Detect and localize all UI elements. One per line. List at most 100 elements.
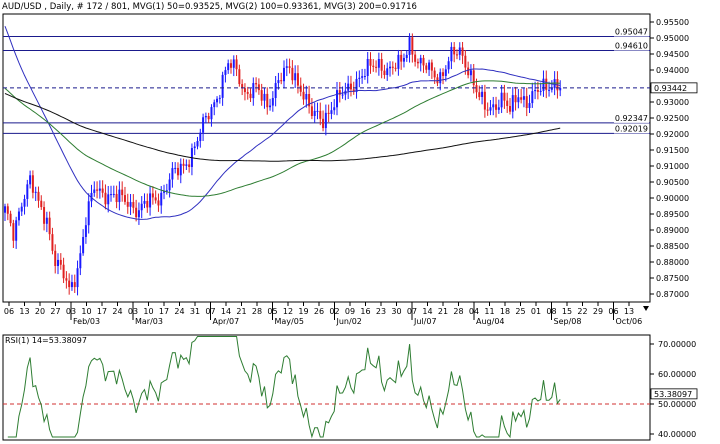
candle-body — [129, 202, 132, 207]
candle-body — [492, 104, 495, 108]
candle-body — [26, 184, 29, 199]
candle-body — [157, 200, 160, 206]
rsi-title: RSI(1) 14=53.38097 — [5, 336, 87, 345]
candle-body — [402, 57, 405, 62]
scroll-arrow-icon — [643, 306, 649, 311]
candle-body — [241, 84, 244, 89]
ma100-line — [4, 80, 561, 197]
candle-body — [464, 55, 467, 68]
ma50-line — [4, 26, 561, 220]
level-label-bg — [614, 113, 649, 123]
candle-body — [82, 236, 85, 254]
price-axis-label: 0.92500 — [656, 114, 689, 123]
time-axis-label: 21 — [438, 307, 448, 316]
candle-body — [500, 92, 503, 108]
candle-body — [319, 110, 322, 119]
candle-body — [221, 74, 224, 98]
month-axis-label: Jul/07 — [413, 317, 437, 326]
candle-body — [126, 201, 129, 207]
candle-body — [12, 223, 15, 241]
candle-body — [255, 83, 258, 85]
candle-body — [202, 117, 205, 133]
candle-body — [65, 278, 68, 281]
candle-body — [447, 61, 450, 70]
price-axis-label: 0.89500 — [656, 210, 689, 219]
rsi-axis-label: 50.00000 — [658, 400, 696, 409]
candle-body — [534, 90, 537, 92]
candle-body — [408, 37, 411, 55]
candle-body — [369, 58, 372, 66]
candle-body — [322, 118, 325, 129]
candle-body — [4, 206, 6, 213]
candle-body — [68, 280, 71, 288]
candle-body — [104, 192, 107, 205]
candle-body — [405, 54, 408, 58]
candle-body — [285, 66, 288, 68]
price-axis-label: 0.94500 — [656, 50, 689, 59]
time-axis-label: 26 — [314, 307, 324, 316]
candle-body — [414, 54, 417, 62]
candle-body — [336, 90, 339, 108]
rsi-panel-frame — [2, 334, 651, 441]
month-axis-label: Feb/03 — [73, 317, 100, 326]
candle-body — [34, 191, 37, 193]
candle-body — [433, 70, 436, 78]
candle-body — [176, 167, 179, 176]
candle-body — [508, 105, 511, 112]
month-axis-label: Oct/06 — [616, 317, 643, 326]
candle-body — [280, 80, 283, 82]
candle-body — [135, 207, 138, 218]
time-axis-label: 17 — [159, 307, 169, 316]
candle-body — [93, 189, 96, 193]
candle-body — [84, 225, 87, 237]
current-price-label: 0.93442 — [654, 84, 687, 93]
candle-body — [216, 98, 219, 103]
candle-body — [196, 141, 199, 147]
price-axis-label: 0.89000 — [656, 226, 689, 235]
candle-body — [517, 97, 520, 103]
candle-body — [548, 89, 551, 91]
candle-body — [338, 90, 341, 95]
price-panel-frame — [2, 13, 651, 303]
candle-body — [296, 73, 299, 86]
candle-body — [37, 191, 40, 201]
candle-body — [299, 85, 302, 92]
candle-body — [249, 93, 252, 99]
candle-body — [478, 92, 481, 97]
price-axis-label: 0.91000 — [656, 162, 689, 171]
candle-body — [29, 175, 32, 185]
candle-body — [389, 66, 392, 69]
candle-body — [165, 190, 168, 192]
candle-body — [416, 61, 419, 64]
month-axis-label: Aug/04 — [476, 317, 505, 326]
price-axis-label: 0.90000 — [656, 194, 689, 203]
time-axis-label: 10 — [143, 307, 153, 316]
candle-body — [269, 105, 272, 108]
candle-body — [146, 200, 149, 208]
candle-body — [522, 96, 525, 100]
month-axis-label: Mar/03 — [135, 317, 163, 326]
chart-header-text: AUD/USD , Daily, # 172 / 801, MVG(1) 50=… — [2, 2, 417, 12]
candle-body — [204, 115, 207, 118]
candle-body — [54, 250, 57, 267]
candle-body — [333, 107, 336, 111]
time-axis-label: 14 — [422, 307, 432, 316]
candle-body — [274, 83, 277, 99]
level-label: 0.92347 — [615, 114, 648, 123]
candle-body — [160, 192, 163, 206]
candle-body — [514, 95, 517, 103]
candle-body — [324, 112, 327, 129]
time-axis-label: 24 — [174, 307, 184, 316]
time-axis-label: 20 — [35, 307, 45, 316]
month-axis-label: Jun/02 — [336, 317, 362, 326]
candle-body — [17, 211, 20, 221]
candle-body — [207, 115, 210, 120]
candle-body — [45, 217, 48, 224]
rsi-axis-label: 60.00000 — [658, 370, 696, 379]
candle-body — [358, 77, 361, 79]
candle-body — [59, 259, 62, 265]
candle-body — [428, 62, 431, 70]
candle-body — [313, 110, 316, 116]
candles — [4, 33, 562, 296]
